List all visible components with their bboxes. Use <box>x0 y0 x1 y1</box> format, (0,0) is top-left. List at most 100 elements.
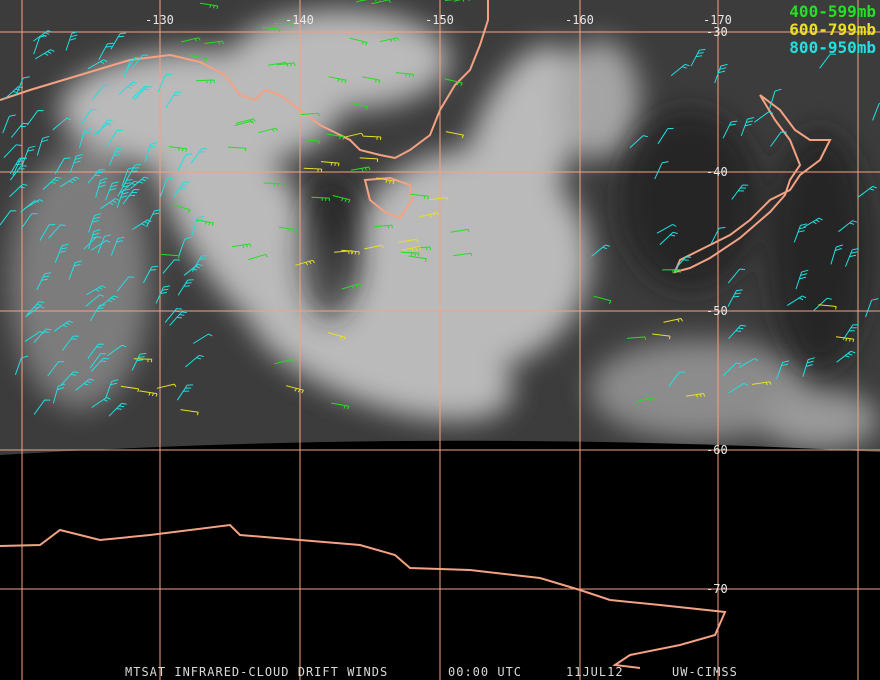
latitude-label: -70 <box>706 582 728 596</box>
wind-barb <box>123 58 137 78</box>
wind-barb <box>105 181 119 201</box>
wind-barb <box>107 344 127 357</box>
wind-barb <box>444 78 463 87</box>
wind-barb <box>9 157 26 174</box>
wind-barb <box>727 268 746 284</box>
wind-barb <box>54 243 69 263</box>
wind-barb <box>836 350 856 363</box>
wind-barb <box>188 54 208 62</box>
wind-barb <box>661 269 681 273</box>
wind-barb <box>303 167 323 173</box>
longitude-labels: -130 -140 -150 -160 -170 <box>145 13 732 27</box>
wind-barb <box>87 169 105 184</box>
wind-barb <box>131 54 149 70</box>
date: 11JUL12 <box>566 665 624 679</box>
wind-barb <box>450 228 470 233</box>
wind-barb <box>769 88 782 109</box>
wind-barb <box>92 123 112 136</box>
wind-barb <box>161 253 180 259</box>
wind-barb <box>328 76 347 84</box>
wind-barb <box>155 285 171 304</box>
wind-barb <box>261 26 281 33</box>
wind-barb <box>343 132 364 138</box>
wind-barb <box>139 390 158 397</box>
wind-barb <box>90 239 111 251</box>
wind-barb <box>25 305 45 318</box>
wind-barb <box>68 260 82 280</box>
wind-barb <box>176 384 194 401</box>
wind-barb <box>92 84 110 100</box>
wind-barb <box>181 37 201 43</box>
wind-barb <box>285 385 304 394</box>
wind-barb <box>714 63 728 83</box>
wind-barb <box>371 0 391 5</box>
latitude-label: -40 <box>706 165 728 179</box>
wind-barb <box>379 37 400 43</box>
wind-barb <box>26 301 45 316</box>
wind-barb <box>351 166 371 172</box>
wind-barb <box>79 127 92 149</box>
wind-barbs <box>0 0 880 417</box>
wind-barb <box>9 165 27 181</box>
wind-barb <box>657 127 674 145</box>
wind-barb <box>838 220 858 233</box>
wind-barb <box>125 164 142 182</box>
wind-barb <box>453 0 473 2</box>
wind-barb <box>445 131 464 139</box>
longitude-label: -140 <box>285 13 314 27</box>
wind-barb <box>331 402 350 410</box>
wind-barb <box>75 378 95 391</box>
wind-barb <box>87 59 108 70</box>
wind-barb <box>227 146 247 152</box>
wind-barb <box>52 117 72 131</box>
wind-barb <box>813 297 833 311</box>
wind-barb <box>803 217 823 228</box>
wind-barb <box>300 112 320 117</box>
legend-item: 400-599mb <box>789 2 876 21</box>
wind-barb <box>401 246 421 252</box>
wind-barb <box>177 153 193 172</box>
wind-barb <box>341 283 362 290</box>
wind-barb <box>786 295 807 307</box>
wind-barb <box>751 381 772 386</box>
wind-barb <box>142 265 159 284</box>
wind-barb <box>144 141 158 162</box>
wind-barb <box>593 295 612 305</box>
wind-barb <box>332 195 351 203</box>
wind-barb <box>20 200 40 213</box>
wind-barb <box>364 244 384 250</box>
coastlines <box>0 0 832 669</box>
wind-barb <box>690 48 706 67</box>
latitude-label: -60 <box>706 443 728 457</box>
wind-barb <box>626 336 647 340</box>
wind-barb <box>722 362 742 376</box>
wind-barb <box>156 383 177 389</box>
product-name: MTSAT INFRARED-CLOUD DRIFT WINDS <box>125 665 388 679</box>
wind-barb <box>802 357 815 377</box>
wind-barb <box>88 213 102 233</box>
wind-barb <box>360 0 381 2</box>
wind-barb <box>117 179 133 197</box>
longitude-label: -160 <box>565 13 594 27</box>
wind-barb <box>183 263 203 276</box>
wind-barb <box>268 61 288 66</box>
new-zealand-coast <box>673 94 832 274</box>
wind-barb <box>740 117 755 137</box>
source: UW-CIMSS <box>672 665 738 679</box>
wind-barb <box>731 184 749 200</box>
wind-barb <box>634 397 655 403</box>
wind-barb <box>190 148 208 164</box>
wind-barb <box>258 127 279 134</box>
wind-barb <box>349 37 368 46</box>
wind-barb <box>98 42 114 61</box>
wind-barb <box>195 79 215 84</box>
wind-barb <box>20 213 38 229</box>
wind-barb <box>295 259 316 266</box>
wind-barb <box>191 255 208 272</box>
wind-barb <box>131 352 147 371</box>
wind-barb <box>3 144 22 159</box>
wind-barb <box>793 223 808 243</box>
wind-barb <box>326 133 345 140</box>
